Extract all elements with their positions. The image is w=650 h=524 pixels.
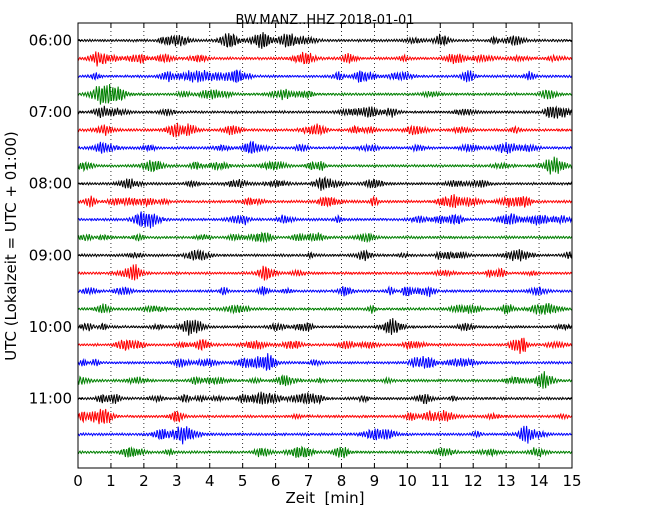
trace-line [77, 353, 573, 371]
trace-line [77, 211, 573, 229]
x-tick-label: 14 [530, 472, 549, 490]
trace-line [77, 32, 573, 49]
x-tick-label: 8 [337, 472, 347, 490]
trace-line [77, 122, 573, 138]
y-axis-label: UTC (Lokalzeit = UTC + 01:00) [2, 131, 20, 361]
trace-line [77, 318, 573, 336]
trace-line [77, 264, 573, 281]
x-tick-label: 4 [205, 472, 215, 490]
x-axis: 0 1 2 3 4 5 6 7 8 9 10 11 12 13 14 15 [73, 23, 582, 490]
x-tick-label: 11 [431, 472, 450, 490]
y-tick-label: 06:00 [29, 32, 72, 50]
y-tick-label: 09:00 [29, 246, 72, 264]
trace-line [77, 337, 573, 354]
trace-line [77, 83, 573, 105]
trace-line [77, 391, 573, 405]
trace-line [77, 445, 573, 459]
x-tick-label: 7 [304, 472, 314, 490]
trace-line [77, 302, 573, 316]
trace-line [77, 425, 573, 445]
y-axis: 06:00 07:00 08:00 09:00 10:00 11:00 [29, 32, 572, 408]
trace-line [77, 69, 573, 84]
y-tick-label: 07:00 [29, 103, 72, 121]
trace-line [77, 371, 573, 389]
trace-line [77, 231, 573, 244]
trace-line [77, 194, 573, 209]
x-tick-label: 3 [172, 472, 182, 490]
trace-line [77, 105, 573, 119]
trace-line [77, 156, 573, 175]
trace-line [77, 51, 573, 67]
trace-line [77, 285, 573, 298]
x-tick-label: 5 [238, 472, 248, 490]
trace-line [77, 140, 573, 154]
x-tick-label: 12 [464, 472, 483, 490]
y-tick-label: 08:00 [29, 175, 72, 193]
x-tick-label: 15 [562, 472, 581, 490]
x-tick-label: 2 [139, 472, 149, 490]
x-tick-label: 6 [271, 472, 281, 490]
trace-line [77, 175, 573, 191]
plot-frame [77, 22, 573, 469]
x-tick-label: 9 [370, 472, 380, 490]
chart-title: BW.MANZ..HHZ 2018-01-01 [235, 13, 414, 28]
x-tick-label: 13 [497, 472, 516, 490]
x-tick-label: 0 [73, 472, 83, 490]
y-tick-label: 11:00 [29, 390, 72, 408]
trace-line [77, 248, 573, 262]
trace-line [77, 408, 573, 425]
x-tick-label: 10 [398, 472, 417, 490]
x-tick-label: 1 [106, 472, 116, 490]
trace-group [77, 32, 573, 459]
x-axis-label: Zeit [min] [285, 489, 364, 507]
y-tick-label: 10:00 [29, 318, 72, 336]
